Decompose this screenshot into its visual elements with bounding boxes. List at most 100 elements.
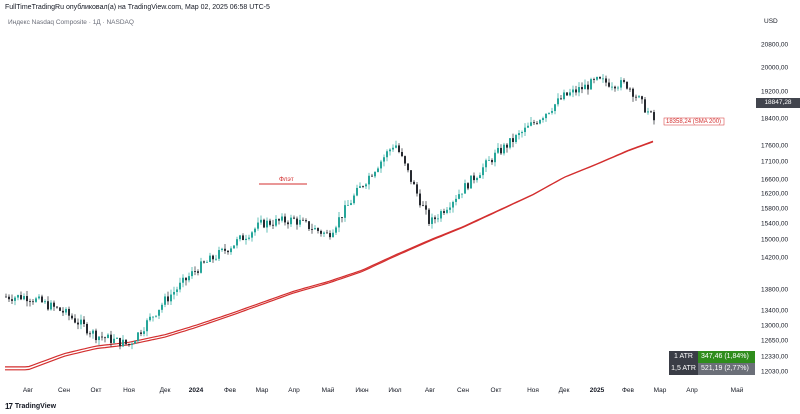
candle-body	[623, 80, 625, 82]
candle-body	[425, 205, 427, 210]
candle-body	[407, 163, 409, 171]
time-tick-label: Апр	[686, 387, 698, 394]
time-tick-label: Авг	[425, 387, 436, 394]
candle-body	[146, 320, 148, 332]
candle-body	[29, 301, 31, 302]
candle-body	[416, 184, 418, 194]
time-tick-label: 2024	[189, 387, 204, 394]
candle-body	[14, 297, 16, 301]
candle-body	[206, 261, 208, 263]
candle-body	[212, 255, 214, 260]
candle-body	[593, 79, 595, 80]
candle-body	[242, 235, 244, 241]
candle-body	[158, 309, 160, 316]
candle-body	[368, 175, 370, 185]
price-tick-label: 15400,00	[761, 221, 788, 228]
candle-body	[254, 228, 256, 233]
candle-body	[86, 323, 88, 334]
candle-body	[239, 235, 241, 240]
time-tick-label: Апр	[288, 387, 300, 394]
candle-body	[443, 211, 445, 213]
candle-body	[512, 138, 514, 142]
currency-label: USD	[764, 18, 778, 25]
candle-body	[209, 255, 211, 262]
candle-body	[227, 250, 229, 253]
candle-body	[506, 144, 508, 148]
candle-body	[20, 295, 22, 300]
candle-body	[47, 301, 49, 310]
candle-body	[119, 337, 121, 347]
candle-body	[65, 308, 67, 313]
candle-body	[224, 248, 226, 251]
sma-lines	[5, 140, 654, 371]
candle-body	[638, 96, 640, 98]
time-tick-label: Окт	[91, 387, 102, 394]
candle-body	[620, 80, 622, 88]
candle-body	[122, 339, 124, 347]
candle-body	[203, 261, 205, 263]
candle-body	[341, 217, 343, 218]
candle-body	[530, 122, 532, 126]
candle-body	[323, 232, 325, 234]
price-tick-label: 19200,00	[761, 89, 788, 96]
candle-body	[419, 193, 421, 206]
candle-body	[167, 296, 169, 302]
candle-body	[422, 205, 424, 207]
candle-body	[455, 198, 457, 202]
tradingview-logo-icon: 17	[5, 402, 13, 411]
candle-body	[299, 219, 301, 225]
candle-body	[614, 86, 616, 89]
candle-body	[221, 248, 223, 251]
footer-brand[interactable]: 17 TradingView	[5, 402, 56, 411]
candle-body	[230, 248, 232, 253]
candle-body	[278, 218, 280, 221]
candle-body	[89, 333, 91, 335]
time-tick-label: 2025	[590, 387, 605, 394]
candle-body	[461, 193, 463, 195]
candle-body	[266, 220, 268, 228]
candle-body	[26, 296, 28, 302]
atr-value: 347,46 (1,84%)	[698, 351, 755, 363]
time-tick-label: Сен	[58, 387, 70, 394]
candle-body	[380, 161, 382, 169]
candle-body	[98, 336, 100, 341]
candle-body	[398, 145, 400, 153]
candle-body	[191, 271, 193, 277]
chart-title[interactable]: Индекс Nasdaq Composite · 1Д · NASDAQ	[8, 19, 134, 26]
candle-body	[653, 112, 655, 121]
candle-body	[215, 258, 217, 260]
time-tick-label: Авг	[23, 387, 34, 394]
candles	[5, 74, 655, 350]
sma-label: 18358,24 (SMA 200)	[666, 119, 721, 125]
candle-body	[131, 343, 133, 345]
candle-body	[302, 219, 304, 221]
candle-body	[56, 306, 58, 308]
candle-body	[509, 138, 511, 148]
candle-body	[80, 319, 82, 325]
price-tick-label: 14200,00	[761, 255, 788, 262]
candle-body	[452, 201, 454, 208]
time-axis: Авг Сен Окт Ноя Дек 2024 Фев Мар Апр Май Июн Июл Авг…	[23, 386, 744, 394]
candle-body	[233, 245, 235, 249]
candle-body	[92, 330, 94, 334]
time-tick-label: Июл	[388, 387, 401, 394]
time-tick-label: Окт	[491, 387, 502, 394]
candle-body	[446, 209, 448, 213]
candle-body	[194, 271, 196, 272]
candle-body	[251, 232, 253, 238]
candle-body	[605, 78, 607, 83]
candle-body	[440, 211, 442, 219]
candle-body	[581, 87, 583, 90]
candle-body	[335, 227, 337, 233]
candle-body	[650, 111, 652, 113]
candle-body	[53, 302, 55, 307]
candle-body	[62, 310, 64, 313]
publisher-line: FullTimeTradingRu опубликовал(а) на Trad…	[5, 4, 270, 11]
candle-body	[629, 88, 631, 90]
candle-body	[578, 87, 580, 93]
candle-body	[557, 98, 559, 105]
candle-body	[473, 175, 475, 181]
candle-body	[17, 295, 19, 298]
candle-body	[392, 147, 394, 150]
